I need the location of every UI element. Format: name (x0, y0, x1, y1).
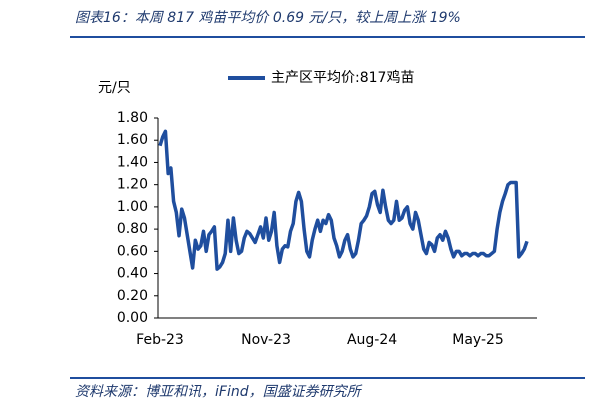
x-tick-label: Feb-23 (136, 332, 184, 348)
y-tick-label: 0.80 (117, 221, 148, 237)
y-tick-label: 1.40 (117, 154, 148, 170)
series-line (158, 129, 529, 271)
y-tick-label: 1.00 (117, 199, 148, 215)
y-tick-label: 1.20 (117, 177, 148, 193)
y-tick-label: 0.00 (117, 310, 148, 326)
chart-title: 图表16：本周 817 鸡苗平均价 0.69 元/只，较上周上涨 19% (75, 10, 461, 26)
y-tick-label: 1.80 (117, 110, 148, 126)
y-tick-label: 0.60 (117, 243, 148, 259)
y-tick-label: 1.60 (117, 132, 148, 148)
x-tick-label: May-25 (452, 332, 504, 348)
x-tick-label: Nov-23 (241, 332, 291, 348)
source-note: 资料来源：博亚和讯，iFind，国盛证券研究所 (75, 384, 363, 400)
y-axis-label: 元/只 (98, 80, 131, 96)
y-tick-label: 0.40 (117, 266, 148, 282)
x-tick-label: Aug-24 (347, 332, 397, 348)
legend-label: 主产区平均价:817鸡苗 (271, 69, 414, 86)
y-tick-label: 0.20 (117, 288, 148, 304)
